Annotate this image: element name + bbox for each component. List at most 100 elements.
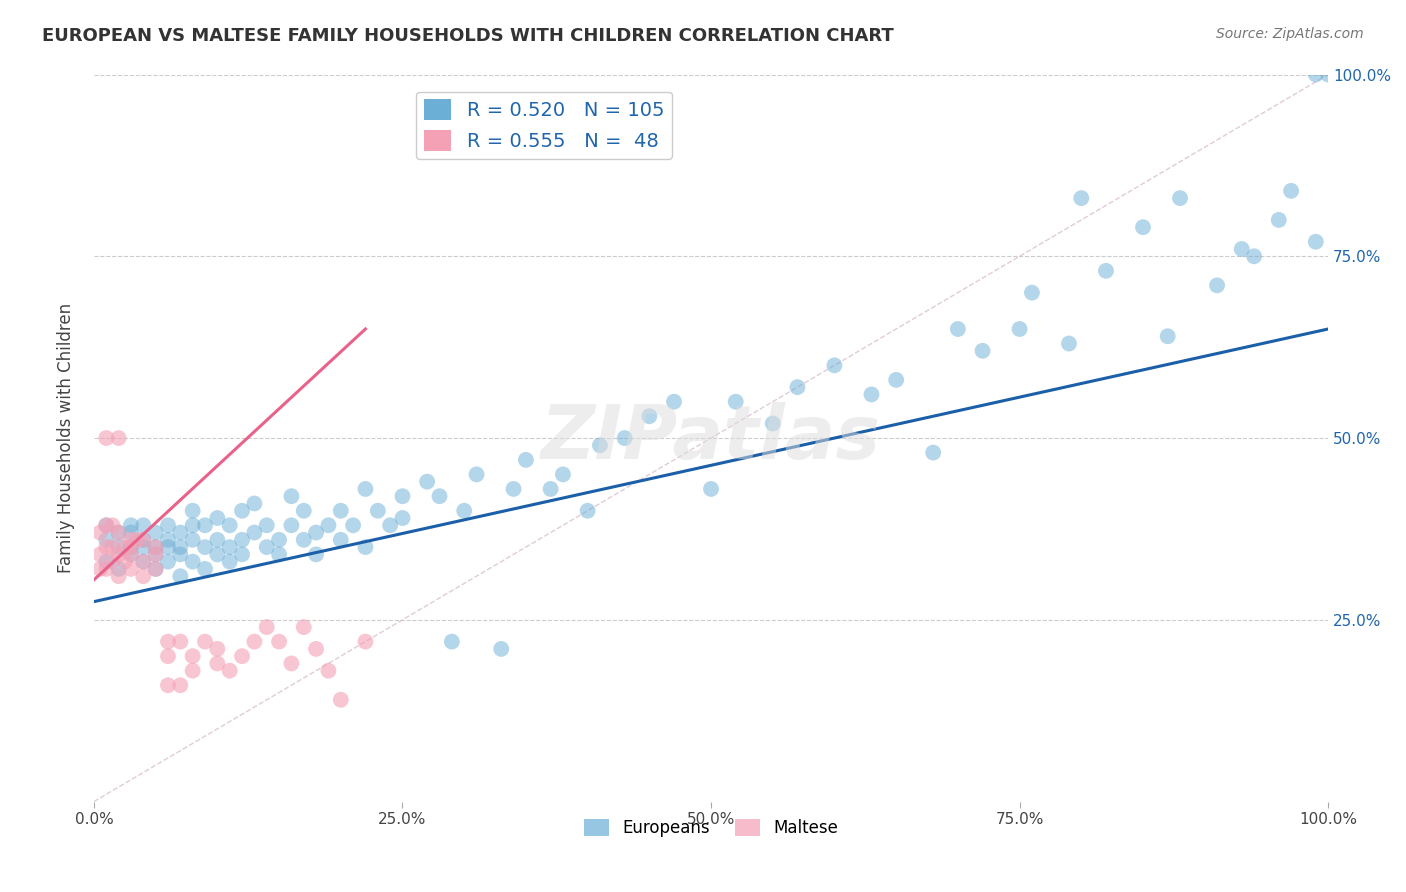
Point — [440, 634, 463, 648]
Point — [305, 525, 328, 540]
Point — [762, 417, 785, 431]
Point — [114, 555, 136, 569]
Point — [367, 504, 389, 518]
Point — [292, 620, 315, 634]
Point — [243, 634, 266, 648]
Point — [489, 641, 512, 656]
Point — [1279, 184, 1302, 198]
Point — [169, 634, 191, 648]
Point — [181, 518, 204, 533]
Point — [429, 489, 451, 503]
Point — [181, 555, 204, 569]
Point — [145, 540, 167, 554]
Point — [700, 482, 723, 496]
Point — [132, 555, 155, 569]
Point — [256, 620, 278, 634]
Text: ZIPatlas: ZIPatlas — [541, 401, 882, 475]
Point — [169, 547, 191, 561]
Point — [194, 518, 217, 533]
Point — [132, 540, 155, 554]
Point — [551, 467, 574, 482]
Point — [132, 555, 155, 569]
Point — [1057, 336, 1080, 351]
Point — [1206, 278, 1229, 293]
Point — [181, 664, 204, 678]
Point — [354, 540, 377, 554]
Point — [1168, 191, 1191, 205]
Point — [120, 547, 142, 561]
Point — [280, 489, 302, 503]
Point — [96, 518, 118, 533]
Point — [120, 562, 142, 576]
Point — [96, 518, 118, 533]
Point — [292, 504, 315, 518]
Point — [1095, 264, 1118, 278]
Point — [194, 540, 217, 554]
Y-axis label: Family Households with Children: Family Households with Children — [58, 303, 75, 573]
Point — [169, 540, 191, 554]
Point — [96, 562, 118, 576]
Point — [1230, 242, 1253, 256]
Point — [318, 518, 340, 533]
Point — [101, 518, 124, 533]
Point — [156, 540, 179, 554]
Point — [318, 664, 340, 678]
Point — [305, 641, 328, 656]
Point — [724, 394, 747, 409]
Point — [613, 431, 636, 445]
Point — [145, 547, 167, 561]
Point — [515, 453, 537, 467]
Point — [96, 533, 118, 547]
Point — [218, 518, 240, 533]
Point — [156, 518, 179, 533]
Point — [267, 547, 290, 561]
Point — [1021, 285, 1043, 300]
Point — [218, 540, 240, 554]
Point — [120, 525, 142, 540]
Point — [132, 533, 155, 547]
Point — [89, 562, 111, 576]
Point — [243, 525, 266, 540]
Point — [101, 540, 124, 554]
Point — [107, 569, 129, 583]
Point — [256, 540, 278, 554]
Point — [416, 475, 439, 489]
Point — [305, 547, 328, 561]
Point — [465, 467, 488, 482]
Text: EUROPEAN VS MALTESE FAMILY HOUSEHOLDS WITH CHILDREN CORRELATION CHART: EUROPEAN VS MALTESE FAMILY HOUSEHOLDS WI… — [42, 27, 894, 45]
Point — [243, 496, 266, 510]
Point — [96, 431, 118, 445]
Point — [169, 678, 191, 692]
Text: Source: ZipAtlas.com: Source: ZipAtlas.com — [1216, 27, 1364, 41]
Point — [107, 540, 129, 554]
Point — [823, 359, 845, 373]
Point — [267, 634, 290, 648]
Point — [884, 373, 907, 387]
Point — [1305, 235, 1327, 249]
Point — [169, 569, 191, 583]
Point — [391, 511, 413, 525]
Point — [207, 511, 229, 525]
Point — [114, 540, 136, 554]
Point — [156, 555, 179, 569]
Point — [860, 387, 883, 401]
Point — [231, 649, 253, 664]
Point — [576, 504, 599, 518]
Point — [120, 533, 142, 547]
Point — [156, 634, 179, 648]
Point — [292, 533, 315, 547]
Point — [181, 649, 204, 664]
Point — [127, 533, 149, 547]
Point — [1305, 68, 1327, 82]
Point — [96, 540, 118, 554]
Point — [1070, 191, 1092, 205]
Point — [156, 678, 179, 692]
Point — [181, 533, 204, 547]
Point — [267, 533, 290, 547]
Point — [354, 482, 377, 496]
Point — [502, 482, 524, 496]
Point — [329, 693, 352, 707]
Point — [786, 380, 808, 394]
Point — [589, 438, 612, 452]
Point — [89, 525, 111, 540]
